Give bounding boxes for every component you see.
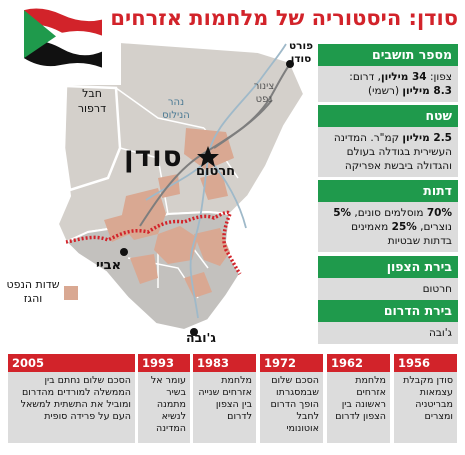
sudan-flag-icon [24,8,102,68]
timeline-text: הסכם שלום שבמסגרתו הופך הדרום לחבל אוטונ… [260,372,323,443]
fact-area: שטח 2.5 מיליון קמ"ר. המדינה העשירית בגוד… [318,105,458,177]
fact-south-capital: בירת הדרום ג'ובה [318,300,458,344]
map-label-nile: נהר הנילוס [162,97,190,121]
timeline-text: מלחמת אזרחים ראשונה בין הצפון לדרום [327,372,390,443]
timeline-text: עומר אל בשיר מתמנה לנשיא המדינה [138,372,190,443]
timeline-year: 2005 [8,354,135,372]
fact-population: מספר תושבים צפון: 34 מיליון, דרום: 8.3 מ… [318,44,458,102]
fact-header: שטח [318,105,458,127]
timeline-year: 1972 [260,354,323,372]
map-label-port-sudan: פורט סודן [289,40,313,65]
timeline-item-1962: 1962 מלחמת אזרחים ראשונה בין הצפון לדרום [327,354,390,443]
timeline-item-1956: 1956 סודן מקבלת עצמאות מבריטניה ומצרים [394,354,457,443]
fact-header: בירת הצפון [318,256,458,278]
fact-body: 70% מוסלמים סונים, 5% נוצרים, 25% מאמיני… [318,202,458,252]
timeline-item-1993: 1993 עומר אל בשיר מתמנה לנשיא המדינה [138,354,190,443]
fact-header: דתות [318,180,458,202]
map-label-juba: ג'ובה [186,330,216,345]
juba-marker [190,328,198,336]
fact-religions: דתות 70% מוסלמים סונים, 5% נוצרים, 25% מ… [318,180,458,252]
khartoum-star-icon [197,146,219,167]
timeline-year: 1962 [327,354,390,372]
timeline-year: 1983 [193,354,256,372]
fact-body: חרטום [318,278,458,300]
fact-body: ג'ובה [318,322,458,344]
fact-body: 2.5 מיליון קמ"ר. המדינה העשירית בגודלה ב… [318,127,458,177]
timeline-item-2005: 2005 הסכם שלום נחתם בין הממשלה למורדים מ… [8,354,135,443]
fact-header: מספר תושבים [318,44,458,66]
timeline-text: הסכם שלום נחתם בין הממשלה למורדים מהדרום… [8,372,135,443]
port-sudan-marker [286,60,294,68]
timeline-text: סודן מקבלת עצמאות מבריטניה ומצרים [394,372,457,443]
page-title: סודן: היסטוריה של מלחמות אזרחים [110,6,458,30]
map-label-oil-legend: שדות הנפט והגז [6,278,60,305]
map-label-khartoum: חרטום [196,164,236,179]
map-label-country: סודן [124,140,183,173]
timeline-year: 1993 [138,354,190,372]
timeline-item-1972: 1972 הסכם שלום שבמסגרתו הופך הדרום לחבל … [260,354,323,443]
abyei-marker [120,248,128,256]
fact-body: צפון: 34 מיליון, דרום: 8.3 מיליון (רשמי) [318,66,458,102]
timeline-text: מלחמת אזרחים שנייה בין הצפון לדרום [193,372,256,443]
map-label-darfur: חבל דרפור [77,87,107,115]
oil-legend-swatch [64,286,78,300]
timeline-year: 1956 [394,354,457,372]
sudan-map [56,40,306,336]
fact-north-capital: בירת הצפון חרטום [318,256,458,300]
north-south-border [65,210,242,275]
fact-header: בירת הדרום [318,300,458,322]
map-label-abyei: אביי [96,258,122,273]
map-label-pipeline: צינור נפט [253,81,275,105]
timeline-item-1983: 1983 מלחמת אזרחים שנייה בין הצפון לדרום [193,354,256,443]
